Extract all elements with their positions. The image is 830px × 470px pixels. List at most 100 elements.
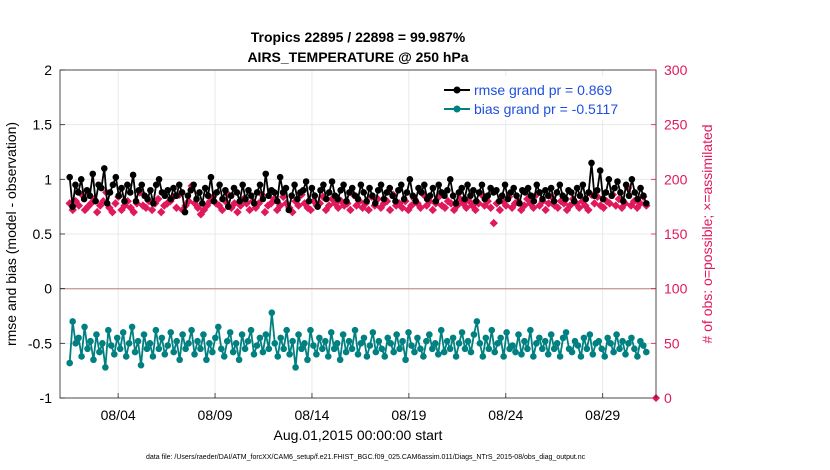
chart-title: Tropics 22895 / 22898 = 99.987% — [251, 29, 466, 45]
rmse-point — [150, 200, 157, 207]
bias-point — [238, 331, 246, 338]
rmse-point — [628, 176, 636, 183]
rmse-point — [227, 192, 235, 200]
obs-assimilated-point — [83, 202, 93, 211]
y-tick-label-right: 150 — [664, 226, 688, 242]
obs-assimilated-point — [535, 201, 544, 210]
rmse-point — [317, 186, 324, 194]
obs-assimilated-point — [632, 203, 642, 212]
bias-point — [357, 340, 365, 347]
rmse-point — [242, 195, 249, 203]
bias-point — [307, 326, 314, 334]
rmse-point — [216, 181, 223, 189]
rmse-point — [392, 197, 399, 205]
bias-point — [250, 350, 258, 358]
bias-point — [613, 331, 620, 338]
rmse-point — [314, 203, 321, 210]
obs-assimilated-point — [138, 201, 148, 210]
bias-point — [197, 345, 204, 353]
rmse-point — [608, 192, 616, 200]
rmse-point — [478, 181, 486, 189]
rmse-point — [282, 184, 290, 192]
rmse-point — [294, 195, 301, 203]
rmse-point — [611, 184, 618, 192]
rmse-point — [204, 192, 212, 200]
obs-assimilated-point — [147, 205, 157, 215]
bias-point — [464, 337, 472, 345]
rmse-point — [547, 184, 555, 192]
bias-point — [437, 326, 445, 334]
rmse-point — [458, 184, 466, 192]
x-axis-label: Aug.01,2015 00:00:00 start — [274, 427, 443, 443]
rmse-point — [181, 208, 189, 216]
bias-point — [217, 345, 225, 353]
bias-point — [550, 345, 558, 353]
bias-point — [399, 337, 406, 345]
obs-assimilated-point — [510, 199, 520, 208]
bias-point — [235, 356, 243, 364]
bias-point — [93, 331, 100, 338]
rmse-point — [360, 189, 368, 196]
obs-assimilated-point — [242, 199, 251, 208]
bias-point — [81, 323, 88, 331]
x-tick-label: 08/19 — [391, 407, 426, 423]
obs-assimilated-point — [529, 203, 538, 212]
rmse-point — [576, 192, 584, 200]
bias-point — [634, 353, 641, 360]
rmse-point — [599, 195, 607, 203]
bias-point — [113, 334, 121, 342]
obs-assimilated-point — [86, 199, 96, 208]
rmse-point — [643, 200, 650, 207]
bias-point — [458, 329, 466, 336]
rmse-point — [369, 192, 376, 200]
rmse-point — [588, 159, 595, 167]
bias-point — [158, 334, 166, 342]
bias-point — [512, 348, 519, 356]
y-tick-label-right: 250 — [664, 117, 688, 133]
bias-point — [333, 340, 341, 347]
rmse-point — [299, 186, 307, 194]
obs-assimilated-point — [373, 194, 383, 204]
bias-point — [87, 337, 94, 345]
bias-point — [538, 345, 546, 353]
bias-point — [96, 348, 103, 356]
bias-point — [247, 326, 255, 334]
bias-point — [562, 329, 570, 336]
bias-point — [431, 340, 439, 347]
obs-assimilated-point — [108, 207, 117, 217]
rmse-point — [271, 189, 278, 196]
rmse-point — [224, 203, 232, 210]
y-tick-label-left: -0.5 — [28, 335, 52, 351]
obs-assimilated-point — [364, 205, 373, 215]
rmse-point — [112, 173, 120, 181]
rmse-point — [495, 197, 503, 205]
obs-assimilated-point — [437, 201, 447, 210]
rmse-point — [582, 195, 590, 203]
bias-point — [622, 350, 629, 358]
rmse-point — [210, 197, 218, 205]
rmse-point — [421, 181, 428, 189]
bias-point — [295, 331, 302, 338]
bias-point — [354, 350, 362, 358]
rmse-point — [124, 181, 131, 189]
obs-assimilated-point — [74, 201, 84, 210]
bias-point — [426, 331, 433, 338]
rmse-point — [86, 192, 94, 200]
bias-point — [209, 348, 216, 356]
rmse-point — [201, 184, 209, 192]
bias-point — [640, 342, 647, 349]
bias-point — [256, 334, 264, 342]
obs-assimilated-point — [385, 205, 395, 215]
bias-point — [170, 348, 178, 356]
rmse-point — [527, 192, 535, 200]
rmse-point — [259, 195, 267, 203]
bias-point — [467, 348, 475, 356]
rmse-point — [544, 192, 552, 200]
rmse-point — [103, 200, 111, 207]
rmse-point — [418, 189, 425, 196]
bias-point — [72, 340, 79, 347]
rmse-point — [248, 192, 255, 200]
bias-point — [491, 348, 499, 356]
bias-point — [330, 345, 338, 353]
bias-point — [470, 331, 478, 338]
